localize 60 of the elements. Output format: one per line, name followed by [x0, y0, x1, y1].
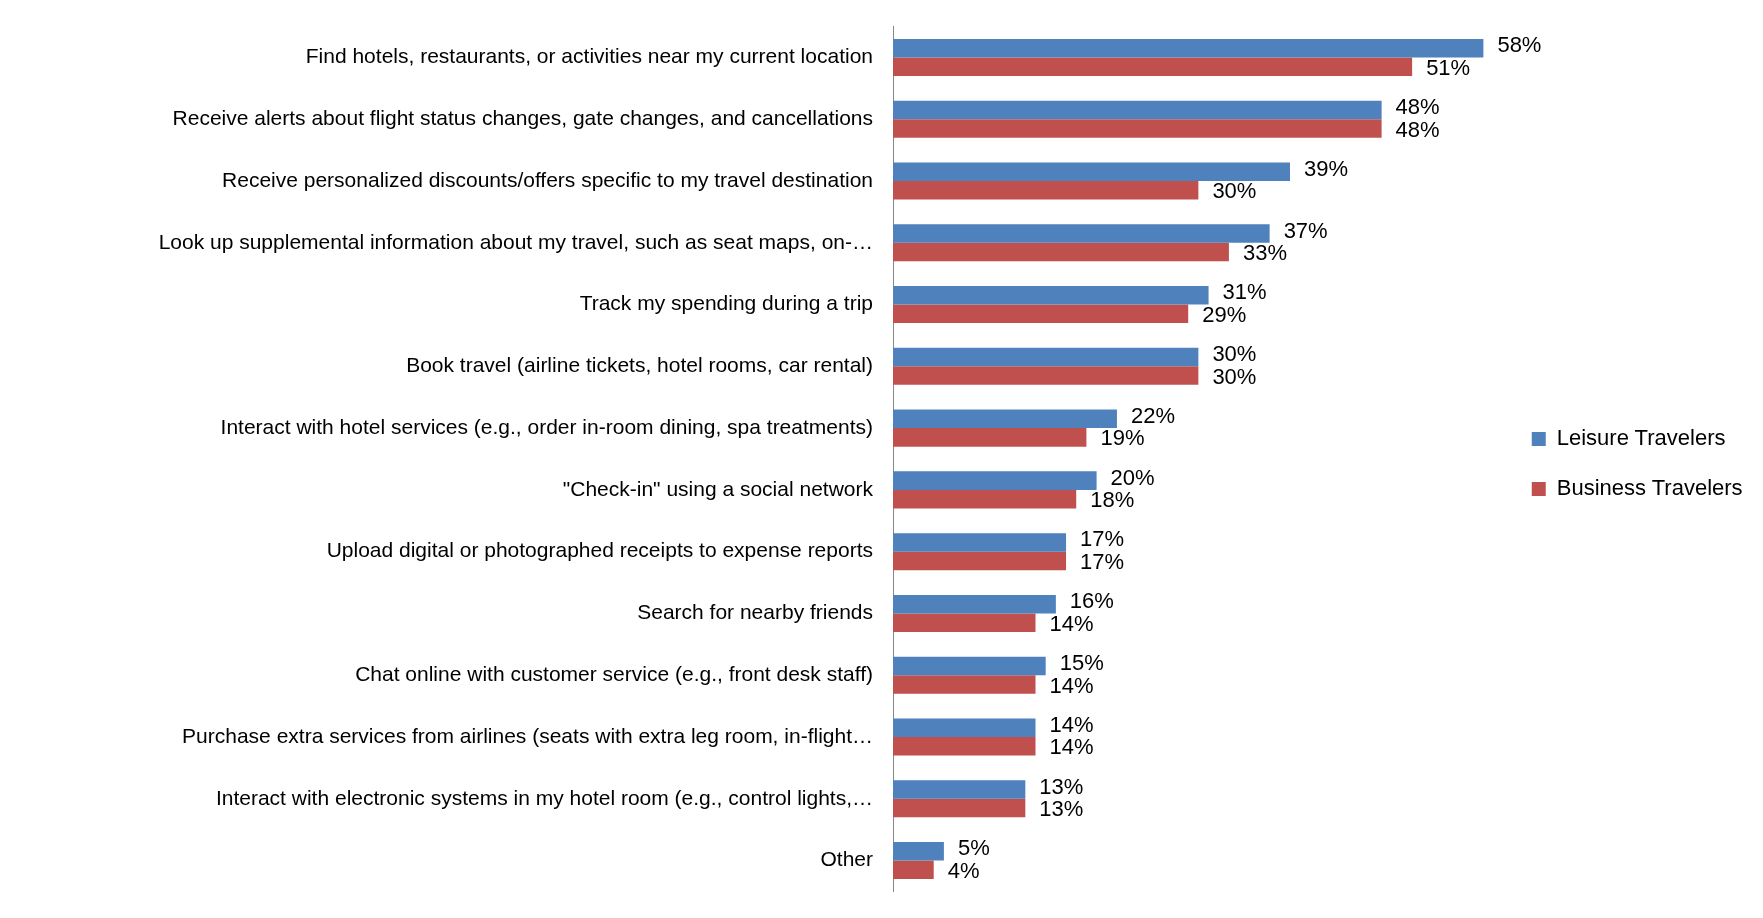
- bar: [893, 551, 1067, 571]
- y-tick-label: Interact with hotel services (e.g., order in-room dining, spa treatments): [220, 414, 873, 438]
- y-tick-label: Receive alerts about flight status changes, gate changes, and cancellations: [172, 106, 873, 130]
- bar: [893, 860, 934, 880]
- bar: [893, 242, 1229, 262]
- y-tick-label: Chat online with customer service (e.g., front desk staff): [355, 662, 873, 685]
- y-tick-label: "Check-in" using a social network: [562, 476, 874, 500]
- data-label: 14%: [1049, 734, 1094, 760]
- y-tick-label: Receive personalized discounts/offers specific to my travel destination: [222, 167, 873, 191]
- bar: [893, 613, 1036, 632]
- bar: [893, 471, 1097, 490]
- bar: [893, 224, 1270, 243]
- data-label: 13%: [1039, 796, 1084, 822]
- bar: [893, 428, 1087, 447]
- y-tick-label: Purchase extra services from airlines (seats with extra leg room, in-flight…: [182, 723, 873, 747]
- bar: [893, 656, 1046, 676]
- data-label: 51%: [1426, 54, 1471, 80]
- legend-label: Leisure Travelers: [1556, 425, 1726, 451]
- data-label: 30%: [1212, 178, 1257, 204]
- data-label: 20%: [1110, 464, 1155, 490]
- bar: [893, 736, 1036, 756]
- bar: [893, 366, 1199, 385]
- data-label: 14%: [1049, 711, 1094, 737]
- bar: [893, 304, 1189, 324]
- bar: [893, 675, 1036, 694]
- bar: [893, 718, 1036, 737]
- y-tick-label: Upload digital or photographed receipts to expense reports: [326, 538, 873, 562]
- data-label: 58%: [1497, 32, 1542, 58]
- y-tick-label: Interact with electronic systems in my hotel room (e.g., control lights,…: [215, 785, 873, 809]
- data-label: 33%: [1242, 240, 1287, 266]
- data-label: 14%: [1049, 672, 1094, 698]
- data-label: 37%: [1283, 217, 1328, 243]
- bar: [893, 162, 1290, 182]
- bar: [893, 798, 1026, 818]
- legend-label: Business Travelers: [1556, 475, 1743, 501]
- data-label: 15%: [1059, 650, 1104, 675]
- bar: [893, 57, 1413, 77]
- y-tick-label: Other: [820, 847, 873, 871]
- bar: [893, 533, 1067, 552]
- bar: [893, 780, 1026, 799]
- data-label: 13%: [1039, 773, 1084, 799]
- bar: [893, 119, 1382, 138]
- bar: [893, 38, 1484, 58]
- bar: [893, 489, 1077, 509]
- bar: [893, 347, 1199, 367]
- y-tick-label: Book travel (airline tickets, hotel rooms, car rental): [406, 353, 873, 377]
- bar: [893, 841, 944, 861]
- data-label: 19%: [1100, 425, 1145, 451]
- y-tick-label: Track my spending during a trip: [579, 291, 873, 315]
- data-label: 39%: [1303, 155, 1349, 181]
- data-label: 18%: [1090, 487, 1135, 513]
- y-tick-label: Look up supplemental information about my travel, such as seat maps, on-…: [158, 229, 873, 253]
- data-label: 22%: [1130, 402, 1175, 428]
- bar: [893, 100, 1382, 120]
- bar: [893, 409, 1117, 429]
- bar: [893, 594, 1056, 614]
- bar: [893, 286, 1209, 305]
- bar: [893, 181, 1199, 200]
- y-tick-label: Search for nearby friends: [637, 600, 873, 624]
- y-tick-label: Find hotels, restaurants, or activities near my current location: [305, 44, 873, 68]
